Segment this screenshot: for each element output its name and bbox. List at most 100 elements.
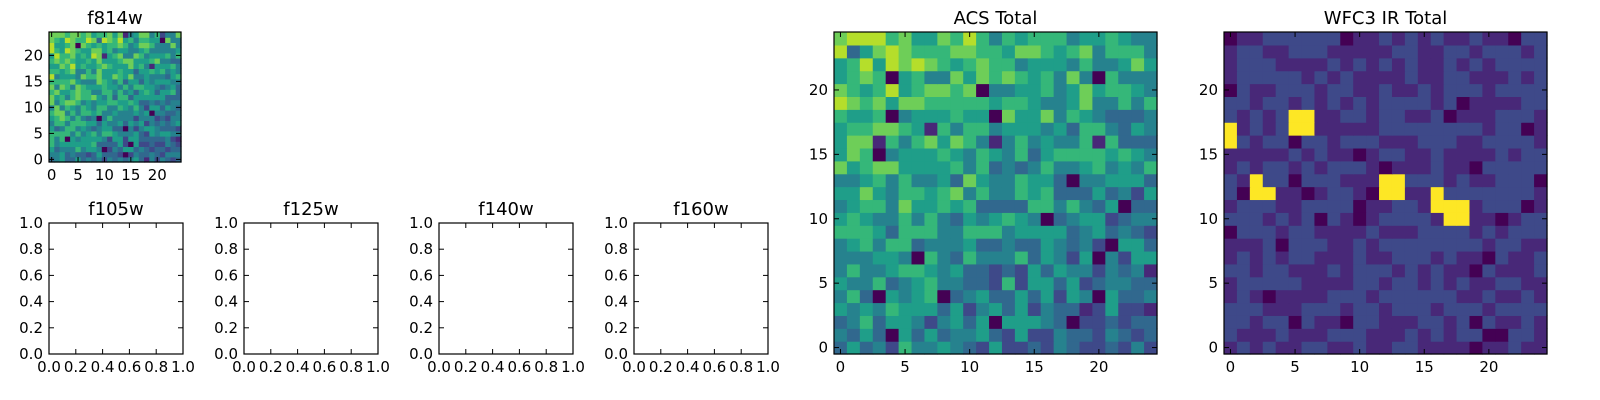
heatmap-cell <box>1301 199 1316 213</box>
heatmap-cell <box>1366 44 1380 59</box>
heatmap-cell <box>950 250 964 265</box>
heatmap-cell <box>1456 70 1471 85</box>
heatmap-cell <box>937 199 951 213</box>
heatmap-cell <box>1053 238 1068 252</box>
heatmap-cell <box>1105 315 1119 329</box>
heatmap-cell <box>54 99 61 106</box>
heatmap-cell <box>1482 109 1496 123</box>
heatmap-cell <box>1131 83 1145 97</box>
heatmap-cell <box>59 52 66 59</box>
heatmap-cell <box>165 151 172 158</box>
heatmap-cell <box>1430 57 1445 72</box>
heatmap-cell <box>54 130 61 137</box>
heatmap-cell <box>885 57 900 72</box>
heatmap-cell <box>846 70 861 85</box>
heatmap-cell <box>1417 32 1432 46</box>
y-tick-label: 0.4 <box>19 293 43 311</box>
heatmap-cell <box>1379 44 1393 59</box>
heatmap-cell <box>885 238 900 252</box>
heatmap-cell <box>1066 186 1081 201</box>
heatmap-cell <box>1314 44 1328 59</box>
heatmap-cell <box>1327 96 1341 110</box>
heatmap-cell <box>1014 289 1029 304</box>
heatmap-cell <box>1236 109 1251 123</box>
heatmap-cell <box>1236 341 1251 355</box>
heatmap-cell <box>70 125 76 132</box>
heatmap-cell <box>112 89 119 95</box>
heatmap-cell <box>1249 70 1264 85</box>
heatmap-cell <box>1001 263 1016 278</box>
heatmap-cell <box>64 99 71 106</box>
heatmap-cell <box>963 122 977 136</box>
heatmap-cell <box>989 83 1003 97</box>
panel-title: f105w <box>88 199 143 220</box>
heatmap-cell <box>1092 83 1106 97</box>
heatmap-cell <box>54 37 61 43</box>
heatmap-cell <box>165 42 172 49</box>
heatmap-cell <box>1301 212 1316 226</box>
heatmap-cell <box>101 104 108 111</box>
heatmap-cell <box>96 37 103 43</box>
heatmap-cell <box>911 212 926 226</box>
y-tick-label: 10 <box>809 210 828 228</box>
heatmap-cell <box>924 109 938 123</box>
heatmap-cell <box>1366 109 1380 123</box>
heatmap-cell <box>976 96 990 110</box>
heatmap-cell <box>846 83 861 97</box>
heatmap-cell <box>1288 225 1303 239</box>
heatmap-cell <box>898 276 913 291</box>
heatmap-cell <box>976 315 990 329</box>
heatmap-cell <box>1353 122 1367 136</box>
heatmap-cell <box>924 135 938 149</box>
heatmap-cell <box>149 63 156 69</box>
heatmap-cell <box>989 160 1003 175</box>
heatmap-cell <box>1131 70 1145 85</box>
heatmap-cell <box>59 89 66 95</box>
heatmap-cell <box>989 199 1003 213</box>
heatmap-cell <box>1404 341 1419 355</box>
heatmap-cell <box>1534 225 1548 239</box>
heatmap-cell <box>950 147 964 162</box>
heatmap-cell <box>1417 160 1432 175</box>
heatmap-cell <box>122 94 129 101</box>
heatmap-cell <box>1404 109 1419 123</box>
heatmap-cell <box>1224 276 1238 291</box>
heatmap-cell <box>133 146 140 153</box>
heatmap-cell <box>1482 250 1496 265</box>
heatmap-cell <box>1249 109 1264 123</box>
heatmap-cell <box>1262 160 1277 175</box>
heatmap-cell <box>101 115 108 121</box>
heatmap-cell <box>1534 147 1548 162</box>
heatmap-cell <box>107 141 113 147</box>
heatmap-cell <box>1443 109 1458 123</box>
heatmap-cell <box>159 63 166 69</box>
heatmap-cell <box>64 94 71 101</box>
heatmap-cell <box>112 52 119 59</box>
heatmap-cell <box>963 238 977 252</box>
heatmap-cell <box>950 32 964 46</box>
heatmap-cell <box>112 115 119 121</box>
heatmap-cell <box>49 141 55 147</box>
heatmap-cell <box>101 141 108 147</box>
heatmap-cell <box>1417 315 1432 329</box>
heatmap-cell <box>898 109 913 123</box>
heatmap-cell <box>1131 44 1145 59</box>
heatmap-cell <box>1508 328 1522 342</box>
heatmap-cell <box>70 130 76 137</box>
heatmap-cell <box>75 136 82 142</box>
heatmap-cell <box>175 63 182 69</box>
heatmap-cell <box>1275 32 1290 46</box>
heatmap-cell <box>885 199 900 213</box>
heatmap-cell <box>1236 135 1251 149</box>
heatmap-cell <box>112 156 119 163</box>
heatmap-cell <box>1353 70 1367 85</box>
heatmap-cell <box>144 63 150 69</box>
heatmap-cell <box>1249 44 1264 59</box>
heatmap-cell <box>128 68 135 75</box>
heatmap-cell <box>846 199 861 213</box>
heatmap-cell <box>91 89 98 95</box>
heatmap-cell <box>976 109 990 123</box>
heatmap-cell <box>1236 199 1251 213</box>
heatmap-cell <box>1508 83 1522 97</box>
